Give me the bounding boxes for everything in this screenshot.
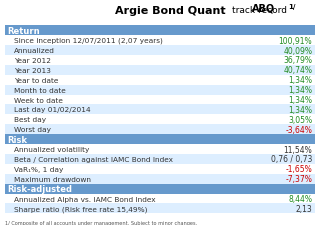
Text: Maximum drawdown: Maximum drawdown	[14, 176, 91, 182]
Text: Worst day: Worst day	[14, 127, 51, 133]
FancyBboxPatch shape	[4, 204, 316, 214]
Text: 40,09%: 40,09%	[283, 46, 312, 55]
FancyBboxPatch shape	[4, 95, 316, 105]
Text: track record: track record	[232, 6, 287, 15]
Text: -7,37%: -7,37%	[285, 174, 312, 183]
Text: 8,44%: 8,44%	[288, 194, 312, 203]
FancyBboxPatch shape	[4, 115, 316, 125]
FancyBboxPatch shape	[4, 85, 316, 95]
Text: Last day 01/02/2014: Last day 01/02/2014	[14, 107, 91, 113]
Text: 11,54%: 11,54%	[284, 145, 312, 154]
FancyBboxPatch shape	[4, 36, 316, 46]
Text: Argie Bond Quant: Argie Bond Quant	[115, 6, 226, 16]
FancyBboxPatch shape	[4, 105, 316, 115]
FancyBboxPatch shape	[4, 194, 316, 204]
FancyBboxPatch shape	[4, 26, 316, 36]
Text: 1/: 1/	[288, 4, 295, 10]
Text: -3,64%: -3,64%	[285, 125, 312, 134]
Text: Year 2013: Year 2013	[14, 68, 51, 74]
Text: Since inception 12/07/2011 (2,07 years): Since inception 12/07/2011 (2,07 years)	[14, 38, 163, 44]
Text: Month to date: Month to date	[14, 87, 66, 93]
Text: 3,05%: 3,05%	[288, 115, 312, 124]
Text: Annualized volatility: Annualized volatility	[14, 146, 90, 152]
Text: Sharpe ratio (Risk free rate 15,49%): Sharpe ratio (Risk free rate 15,49%)	[14, 205, 148, 212]
FancyBboxPatch shape	[4, 125, 316, 135]
Text: Week to date: Week to date	[14, 97, 63, 103]
Text: 1,34%: 1,34%	[288, 96, 312, 105]
FancyBboxPatch shape	[4, 56, 316, 65]
Text: Best day: Best day	[14, 117, 46, 123]
Text: ABQ: ABQ	[252, 4, 275, 13]
FancyBboxPatch shape	[4, 184, 316, 194]
FancyBboxPatch shape	[4, 154, 316, 164]
Text: Annualized Alpha vs. IAMC Bond Index: Annualized Alpha vs. IAMC Bond Index	[14, 196, 156, 202]
Text: 1/ Composite of all accounts under management. Subject to minor changes.: 1/ Composite of all accounts under manag…	[4, 220, 197, 225]
FancyBboxPatch shape	[4, 135, 316, 144]
Text: Annualized: Annualized	[14, 48, 55, 54]
Text: Year to date: Year to date	[14, 77, 59, 83]
Text: 100,91%: 100,91%	[279, 36, 312, 45]
Text: 40,74%: 40,74%	[283, 66, 312, 75]
Text: 0,76 / 0,73: 0,76 / 0,73	[271, 155, 312, 164]
FancyBboxPatch shape	[4, 174, 316, 184]
Text: 1,34%: 1,34%	[288, 86, 312, 95]
Text: VaR₁%, 1 day: VaR₁%, 1 day	[14, 166, 63, 172]
Text: Return: Return	[8, 27, 40, 36]
Text: 1,34%: 1,34%	[288, 106, 312, 115]
Text: 1,34%: 1,34%	[288, 76, 312, 85]
Text: Beta / Correlation against IAMC Bond Index: Beta / Correlation against IAMC Bond Ind…	[14, 156, 173, 162]
FancyBboxPatch shape	[4, 65, 316, 75]
FancyBboxPatch shape	[4, 46, 316, 56]
FancyBboxPatch shape	[4, 164, 316, 174]
FancyBboxPatch shape	[4, 75, 316, 85]
FancyBboxPatch shape	[4, 144, 316, 154]
Text: Risk: Risk	[8, 135, 28, 144]
Text: Risk-adjusted: Risk-adjusted	[8, 184, 73, 193]
Text: -1,65%: -1,65%	[285, 165, 312, 173]
Text: Year 2012: Year 2012	[14, 58, 51, 64]
Text: 2,13: 2,13	[295, 204, 312, 213]
Text: 36,79%: 36,79%	[283, 56, 312, 65]
